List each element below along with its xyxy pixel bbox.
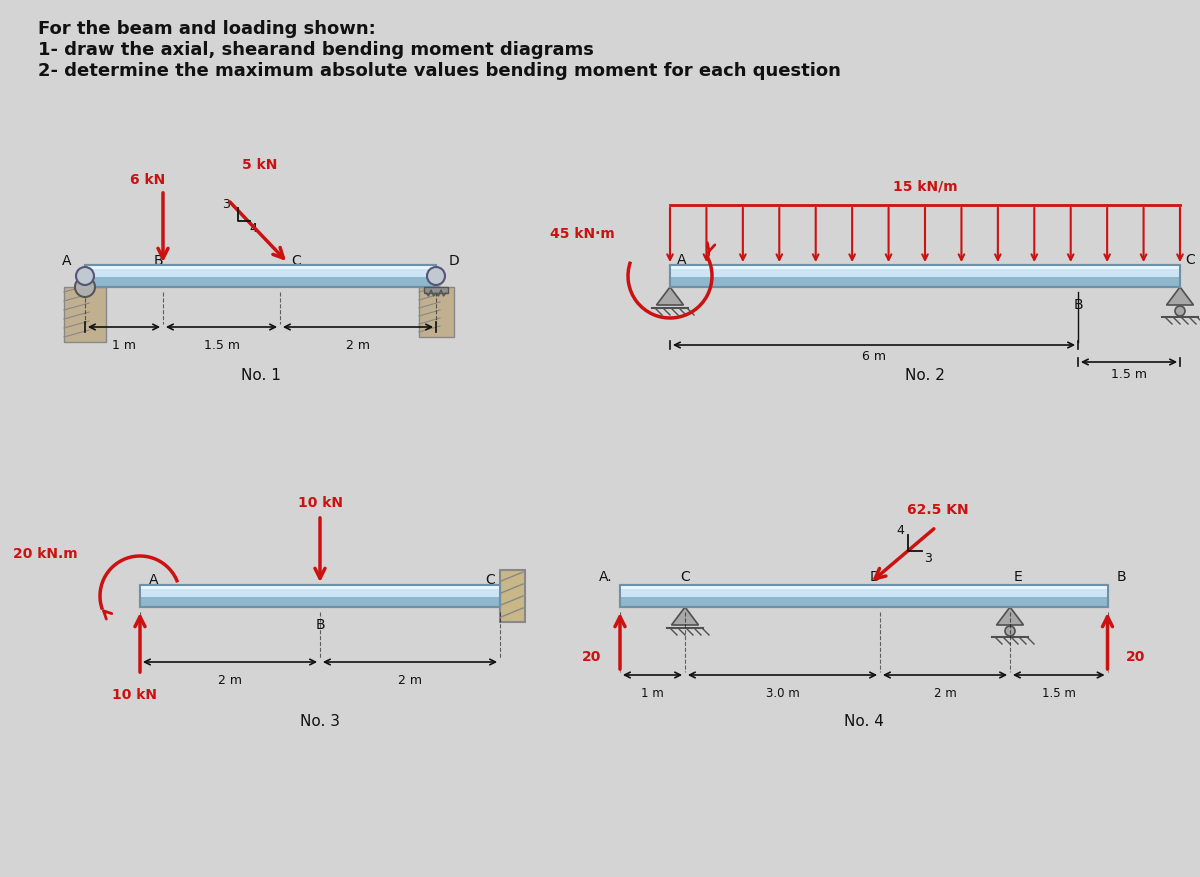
Text: 10 kN: 10 kN: [298, 496, 342, 510]
Text: 3.0 m: 3.0 m: [766, 687, 799, 700]
Text: B: B: [1073, 298, 1082, 312]
Text: No. 3: No. 3: [300, 715, 340, 730]
Circle shape: [427, 267, 445, 285]
Circle shape: [1006, 626, 1015, 636]
Text: A.: A.: [599, 570, 613, 584]
Text: 2 m: 2 m: [398, 674, 422, 687]
Text: B: B: [154, 254, 163, 268]
Text: 1.5 m: 1.5 m: [1111, 367, 1147, 381]
Text: 1- draw the axial, shearand bending moment diagrams: 1- draw the axial, shearand bending mome…: [38, 41, 594, 59]
Bar: [620, 585, 1108, 597]
Bar: [620, 585, 1108, 607]
Text: 62.5 KN: 62.5 KN: [907, 503, 968, 517]
Text: 6 kN: 6 kN: [131, 173, 166, 187]
Text: 1 m: 1 m: [641, 687, 664, 700]
Text: 2- determine the maximum absolute values bending moment for each question: 2- determine the maximum absolute values…: [38, 62, 841, 80]
Bar: [85, 265, 436, 287]
Text: B: B: [1117, 570, 1127, 584]
Polygon shape: [656, 287, 684, 305]
Bar: [140, 585, 500, 597]
Text: 2 m: 2 m: [934, 687, 956, 700]
Text: C: C: [485, 573, 494, 587]
Bar: [419, 287, 454, 337]
Text: D: D: [449, 254, 460, 268]
Text: A: A: [677, 253, 686, 267]
Text: A: A: [149, 573, 158, 587]
Bar: [620, 585, 1108, 589]
Text: No. 2: No. 2: [905, 367, 944, 382]
Text: 3: 3: [222, 198, 230, 211]
Bar: [85, 265, 436, 269]
Text: C: C: [292, 254, 301, 268]
Circle shape: [76, 267, 94, 285]
Text: 1.5 m: 1.5 m: [204, 339, 240, 352]
Bar: [140, 585, 500, 607]
Bar: [500, 570, 526, 622]
Bar: [670, 265, 1180, 287]
Text: C: C: [680, 570, 690, 584]
Bar: [140, 585, 500, 607]
Bar: [670, 265, 1180, 277]
Bar: [85, 265, 436, 277]
Text: No. 4: No. 4: [844, 715, 883, 730]
Text: 15 kN/m: 15 kN/m: [893, 180, 958, 194]
Text: 2 m: 2 m: [346, 339, 370, 352]
Text: C: C: [1186, 253, 1195, 267]
Text: 1 m: 1 m: [112, 339, 136, 352]
Text: 20: 20: [582, 650, 601, 664]
Bar: [64, 287, 106, 342]
Text: 1.5 m: 1.5 m: [1042, 687, 1075, 700]
Text: 3: 3: [924, 552, 932, 565]
Text: No. 1: No. 1: [240, 367, 281, 382]
Polygon shape: [996, 607, 1024, 625]
Text: 4: 4: [250, 223, 257, 236]
Text: 20: 20: [1126, 650, 1145, 664]
Text: 6 m: 6 m: [862, 351, 886, 363]
Text: 4: 4: [896, 524, 904, 538]
Text: E: E: [1014, 570, 1022, 584]
Text: 5 kN: 5 kN: [242, 158, 277, 172]
Text: B: B: [316, 618, 325, 632]
Text: For the beam and loading shown:: For the beam and loading shown:: [38, 20, 376, 38]
Bar: [140, 585, 500, 589]
Polygon shape: [672, 607, 698, 625]
Bar: [85, 265, 436, 287]
Text: 2 m: 2 m: [218, 674, 242, 687]
Circle shape: [1175, 306, 1186, 316]
Polygon shape: [1166, 287, 1194, 305]
Text: D: D: [870, 570, 881, 584]
Text: 10 kN: 10 kN: [113, 688, 157, 702]
Text: 20 kN.m: 20 kN.m: [13, 547, 77, 561]
Bar: [670, 265, 1180, 287]
Bar: [620, 585, 1108, 607]
Bar: [670, 265, 1180, 269]
Circle shape: [74, 277, 95, 297]
Bar: [424, 287, 448, 293]
Text: 45 kN·m: 45 kN·m: [550, 227, 614, 241]
Text: A: A: [62, 254, 72, 268]
